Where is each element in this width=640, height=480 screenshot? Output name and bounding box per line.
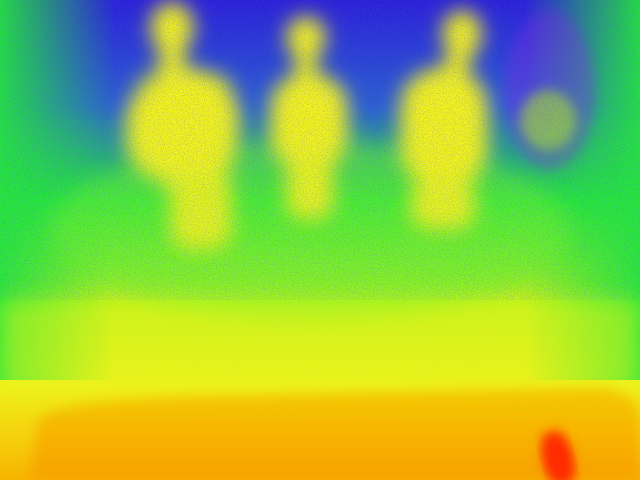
sensor-noise-warm xyxy=(0,120,640,420)
warm-object-bottom-right xyxy=(537,430,579,480)
